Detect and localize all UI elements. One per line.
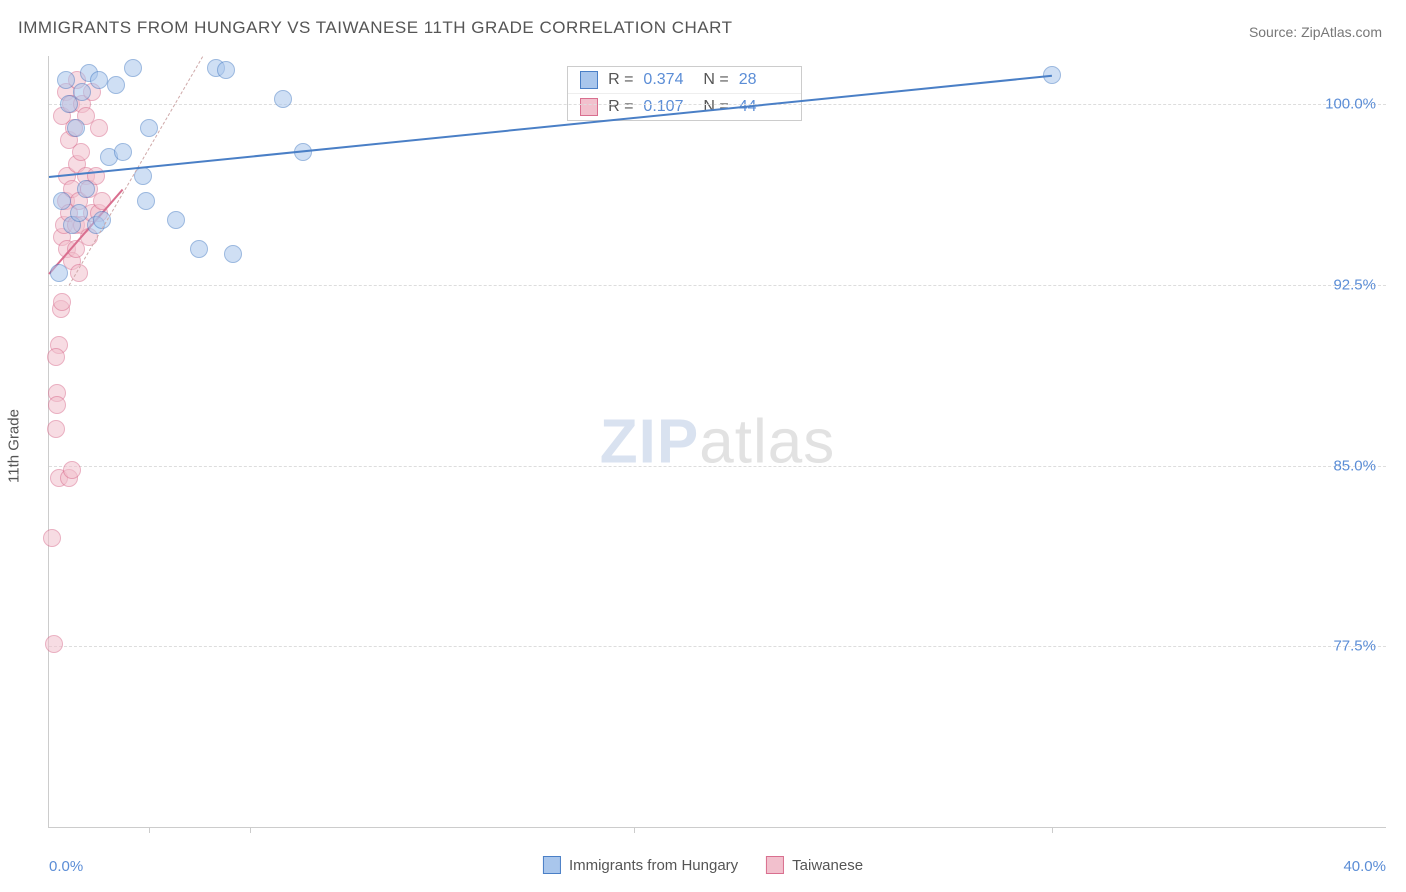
gridline <box>49 285 1386 286</box>
legend-item-taiwanese: Taiwanese <box>766 856 863 874</box>
data-point-hungary <box>70 204 88 222</box>
legend-row-hungary: R = 0.374 N = 28 <box>568 67 801 93</box>
r-label: R = <box>608 98 633 116</box>
gridline <box>49 104 1386 105</box>
data-point-hungary <box>53 192 71 210</box>
data-point-taiwanese <box>72 143 90 161</box>
data-point-hungary <box>107 76 125 94</box>
legend-row-taiwanese: R =0.107N =44 <box>568 93 801 120</box>
legend-swatch <box>766 856 784 874</box>
y-tick-label: 77.5% <box>1333 638 1376 655</box>
y-tick-label: 92.5% <box>1333 276 1376 293</box>
data-point-hungary <box>67 119 85 137</box>
data-point-taiwanese <box>90 119 108 137</box>
data-point-hungary <box>224 245 242 263</box>
x-tick-label: 40.0% <box>1343 858 1386 875</box>
data-point-taiwanese <box>63 461 81 479</box>
source-attribution: Source: ZipAtlas.com <box>1249 24 1382 40</box>
data-point-hungary <box>217 61 235 79</box>
x-tick <box>250 827 251 833</box>
data-point-hungary <box>90 71 108 89</box>
data-point-hungary <box>50 264 68 282</box>
trendline-hungary <box>49 75 1052 178</box>
data-point-hungary <box>137 192 155 210</box>
legend-swatch <box>580 98 598 116</box>
y-tick-label: 85.0% <box>1333 457 1376 474</box>
legend-label: Immigrants from Hungary <box>569 857 738 874</box>
r-value: 0.374 <box>643 71 693 89</box>
series-legend: Immigrants from Hungary Taiwanese <box>543 856 863 874</box>
data-point-hungary <box>274 90 292 108</box>
x-tick <box>634 827 635 833</box>
source-name: ZipAtlas.com <box>1301 24 1382 40</box>
n-value: 28 <box>739 71 789 89</box>
data-point-taiwanese <box>43 529 61 547</box>
data-point-hungary <box>77 180 95 198</box>
chart-plot-area: ZIPatlas R =0.374N =28R =0.107N =44 77.5… <box>48 56 1386 828</box>
data-point-taiwanese <box>53 293 71 311</box>
data-point-taiwanese <box>45 635 63 653</box>
legend-label: Taiwanese <box>792 857 863 874</box>
data-point-hungary <box>190 240 208 258</box>
gridline <box>49 466 1386 467</box>
data-point-hungary <box>114 143 132 161</box>
x-tick <box>149 827 150 833</box>
x-tick <box>1052 827 1053 833</box>
r-label: R = <box>608 71 633 89</box>
n-label: N = <box>703 71 728 89</box>
y-tick-label: 100.0% <box>1325 96 1376 113</box>
data-point-hungary <box>73 83 91 101</box>
legend-swatch <box>580 71 598 89</box>
legend-swatch <box>543 856 561 874</box>
data-point-hungary <box>57 71 75 89</box>
data-point-taiwanese <box>47 348 65 366</box>
legend-item-hungary: Immigrants from Hungary <box>543 856 738 874</box>
gridline <box>49 646 1386 647</box>
data-point-taiwanese <box>47 420 65 438</box>
data-point-taiwanese <box>48 396 66 414</box>
source-label: Source: <box>1249 24 1297 40</box>
data-point-hungary <box>124 59 142 77</box>
x-tick-label: 0.0% <box>49 858 83 875</box>
data-point-hungary <box>167 211 185 229</box>
y-axis-label: 11th Grade <box>6 409 23 483</box>
chart-title: IMMIGRANTS FROM HUNGARY VS TAIWANESE 11T… <box>18 18 732 38</box>
n-label: N = <box>703 98 728 116</box>
